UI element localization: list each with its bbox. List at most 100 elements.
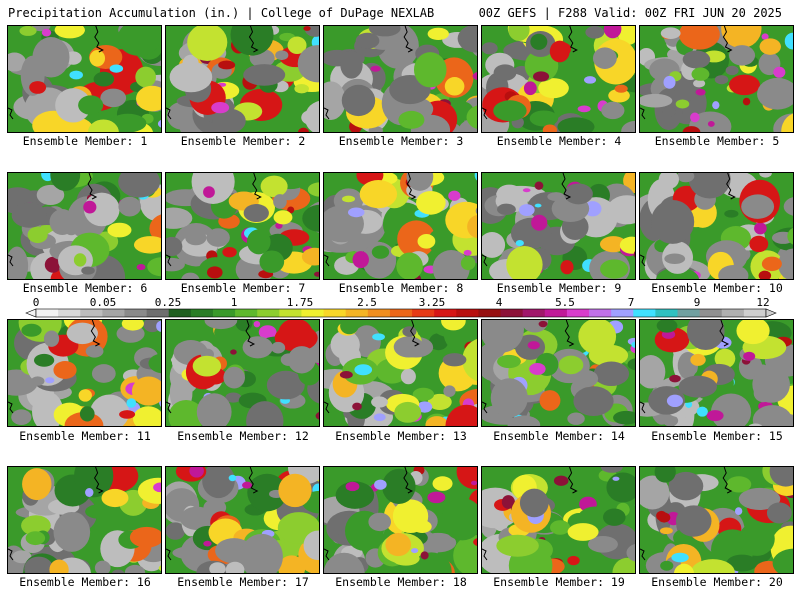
coastline (640, 254, 646, 267)
coastline (403, 26, 414, 53)
coastline (561, 173, 572, 200)
scale-color-swatch (80, 309, 103, 317)
ensemble-member-label: Ensemble Member: 3 (338, 134, 464, 148)
ensemble-member-label: Ensemble Member: 10 (651, 281, 783, 295)
color-scale-legend: 0 0.05 0.25 1 1.75 2.5 3.25 4 5.5 7 9 12 (25, 296, 777, 318)
precip-field-map (482, 173, 635, 279)
ensemble-member-label: Ensemble Member: 13 (335, 429, 467, 443)
coastline (482, 107, 488, 120)
coastline (324, 107, 330, 120)
ensemble-member-label: Ensemble Member: 8 (338, 281, 464, 295)
scale-color-swatch (389, 309, 413, 317)
ensemble-map-panel (323, 466, 478, 574)
scale-color-swatch (235, 309, 258, 317)
ensemble-map-panel (323, 319, 478, 427)
scale-tick-label: 1.75 (287, 296, 314, 309)
ensemble-member-label: Ensemble Member: 11 (19, 429, 151, 443)
scale-color-swatch (124, 309, 148, 317)
ensemble-member-label: Ensemble Member: 14 (493, 429, 625, 443)
scale-color-swatch (257, 309, 280, 317)
scale-color-swatch (522, 309, 546, 317)
coastline (324, 401, 330, 414)
precip-field-map (640, 173, 793, 279)
coastline (166, 107, 172, 120)
scale-tick-label: 1 (231, 296, 238, 309)
ensemble-member-label: Ensemble Member: 1 (22, 134, 148, 148)
coastline (567, 467, 578, 494)
coastline (87, 173, 98, 200)
precip-field-map (482, 467, 635, 573)
scale-color-swatch (500, 309, 524, 317)
coastline (248, 26, 259, 53)
chart-title: Precipitation Accumulation (in.) | Colle… (8, 6, 435, 20)
scale-color-swatch (146, 309, 170, 317)
scale-color-swatch (677, 309, 701, 317)
coastline (8, 548, 14, 561)
coastline (564, 320, 575, 347)
ensemble-map-panel (7, 25, 162, 133)
precip-field-map (324, 26, 477, 132)
precip-field-map (482, 26, 635, 132)
ensemble-map-panel (165, 25, 320, 133)
coastline (248, 467, 259, 494)
scale-color-swatch (633, 309, 656, 317)
ensemble-map-panel (481, 319, 636, 427)
precip-field-map (324, 320, 477, 426)
scale-color-swatch (279, 309, 302, 317)
scale-color-swatch (36, 309, 59, 317)
coastline (90, 320, 101, 347)
coastline (726, 173, 736, 200)
scale-tick-label: 0 (33, 296, 40, 309)
precip-field-map (640, 320, 793, 426)
ensemble-map-panel (165, 319, 320, 427)
ensemble-map-panel (7, 466, 162, 574)
scale-color-swatch (699, 309, 723, 317)
coastline (722, 467, 733, 494)
precip-field-map (8, 173, 161, 279)
coastline (482, 548, 488, 561)
ensemble-map-panel (639, 172, 794, 280)
ensemble-member-label: Ensemble Member: 15 (651, 429, 783, 443)
precip-field-map (8, 320, 161, 426)
coastline (719, 320, 730, 347)
precip-field-map (640, 26, 793, 132)
scale-color-swatch (589, 309, 612, 317)
ensemble-member-label: Ensemble Member: 9 (496, 281, 622, 295)
precip-field-map (482, 320, 635, 426)
scale-tick-label: 5.5 (555, 296, 575, 309)
scale-tick-label: 3.25 (419, 296, 446, 309)
scale-color-swatch (345, 309, 369, 317)
precip-field-map (8, 467, 161, 573)
ensemble-map-panel (481, 466, 636, 574)
scale-color-swatch (544, 309, 568, 317)
scale-color-swatch (655, 309, 679, 317)
scale-color-swatch (323, 309, 347, 317)
scale-color-swatch (721, 309, 745, 317)
ensemble-member-label: Ensemble Member: 17 (177, 575, 309, 589)
coastline (8, 401, 14, 414)
coastline (8, 254, 14, 267)
scale-tick-label: 7 (628, 296, 635, 309)
coastline (324, 254, 330, 267)
ensemble-map-panel (639, 25, 794, 133)
ensemble-member-label: Ensemble Member: 12 (177, 429, 309, 443)
coastline (245, 320, 256, 347)
ensemble-map-panel (639, 319, 794, 427)
scale-color-swatch (212, 309, 236, 317)
coastline (640, 107, 646, 120)
scale-color-swatch (478, 309, 502, 317)
ensemble-map-panel (7, 319, 162, 427)
coastline (166, 254, 172, 267)
coastline (403, 467, 414, 494)
ensemble-member-label: Ensemble Member: 18 (335, 575, 467, 589)
coastline (640, 548, 646, 561)
ensemble-member-label: Ensemble Member: 4 (496, 134, 622, 148)
scale-color-swatch (566, 309, 590, 317)
ensemble-map-panel (481, 25, 636, 133)
coastline (252, 173, 262, 200)
coastline (722, 26, 733, 53)
ensemble-member-label: Ensemble Member: 7 (180, 281, 306, 295)
ensemble-member-label: Ensemble Member: 19 (493, 575, 625, 589)
precip-field-map (324, 173, 477, 279)
coastline (166, 548, 172, 561)
